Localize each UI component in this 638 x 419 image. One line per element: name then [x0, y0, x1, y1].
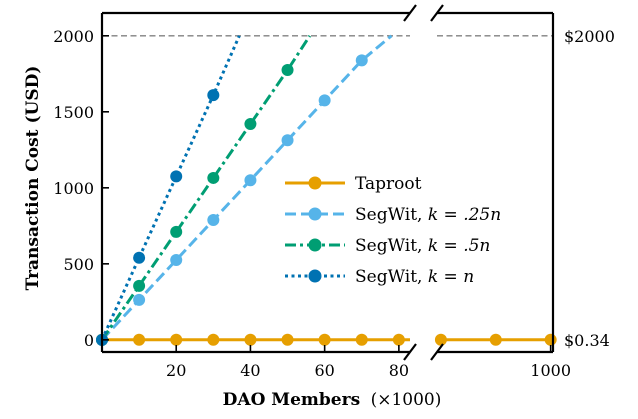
series-markers — [96, 54, 557, 346]
point-series-2-5 — [281, 64, 294, 77]
point-series-1-7 — [355, 54, 368, 67]
x-tick-label-left-1: 40 — [240, 361, 260, 380]
legend-label-1: SegWit, k = .25n — [355, 205, 501, 225]
x-axis-label-main: DAO Members — [223, 390, 361, 410]
x-tick-label-right-0: 1000 — [530, 361, 571, 380]
y-tick-label-1: 500 — [63, 255, 94, 274]
legend-label-prefix-3: SegWit, — [355, 267, 428, 287]
legend-marker-2 — [308, 238, 322, 252]
point-taproot-2 — [170, 333, 183, 346]
reference-lines: $2000 $0.34 — [102, 27, 615, 350]
legend-marker-3 — [308, 269, 322, 283]
legend-label-0: Taproot — [355, 174, 422, 194]
point-taproot-6 — [318, 333, 331, 346]
point-series-3-3 — [207, 89, 220, 102]
point-series-1-2 — [170, 254, 183, 267]
point-series-1-4 — [244, 174, 257, 187]
point-series-1-1 — [133, 293, 146, 306]
point-series-1-5 — [281, 134, 294, 147]
x-axis-label: DAO Members (×1000) — [223, 390, 442, 410]
y-tick-label-2: 1000 — [53, 179, 94, 198]
legend-label-math-1: k = .25n — [428, 205, 501, 225]
point-taproot-3 — [207, 333, 220, 346]
series-line-2 — [100, 34, 312, 341]
series-lines — [100, 34, 553, 342]
break-mark-3 — [430, 343, 444, 361]
legend-label-prefix-1: SegWit, — [355, 205, 428, 225]
y-tick-label-3: 1500 — [53, 103, 94, 122]
legend-label-math-3: k = n — [428, 267, 474, 287]
legend-label-3: SegWit, k = n — [355, 267, 474, 287]
ticks: 0 500 1000 1500 2000 20 40 60 80 1000 — [53, 27, 571, 380]
break-mark-1 — [403, 343, 417, 361]
x-tick-label-left-2: 60 — [314, 361, 334, 380]
y-tick-label-0: 0 — [84, 331, 94, 350]
point-taproot-right-2 — [544, 333, 557, 346]
x-tick-label-left-3: 80 — [389, 361, 409, 380]
point-taproot-1 — [133, 333, 146, 346]
point-series-2-3 — [207, 171, 220, 184]
point-taproot-right-1 — [489, 333, 502, 346]
break-mark-0 — [403, 4, 417, 22]
series-line-1 — [100, 34, 393, 341]
point-series-2-2 — [170, 225, 183, 238]
point-taproot-right-0 — [434, 333, 447, 346]
series-line-3 — [100, 35, 241, 341]
x-axis-label-unit: (×1000) — [371, 390, 442, 410]
point-series-2-4 — [244, 117, 257, 130]
legend-marker-1 — [308, 207, 322, 221]
point-series-3-2 — [170, 170, 183, 183]
point-series-3-1 — [133, 251, 146, 264]
legend-label-prefix-2: SegWit, — [355, 236, 428, 256]
point-series-2-1 — [133, 279, 146, 292]
legend-label-2: SegWit, k = .5n — [355, 236, 490, 256]
y-tick-label-4: 2000 — [53, 27, 94, 46]
y-axis-label: Transaction Cost (USD) — [23, 66, 43, 291]
ref-label-0: $2000 — [564, 27, 615, 46]
point-taproot-8 — [392, 333, 405, 346]
point-series-1-6 — [318, 94, 331, 107]
axes — [100, 4, 555, 361]
break-mark-2 — [430, 4, 444, 22]
legend-label-math-2: k = .5n — [428, 236, 491, 256]
point-taproot-7 — [355, 333, 368, 346]
point-series-1-3 — [207, 214, 220, 227]
point-taproot-5 — [281, 333, 294, 346]
x-tick-label-left-0: 20 — [166, 361, 186, 380]
ref-label-1: $0.34 — [564, 331, 610, 350]
point-taproot-4 — [244, 333, 257, 346]
legend-marker-0 — [308, 176, 322, 190]
